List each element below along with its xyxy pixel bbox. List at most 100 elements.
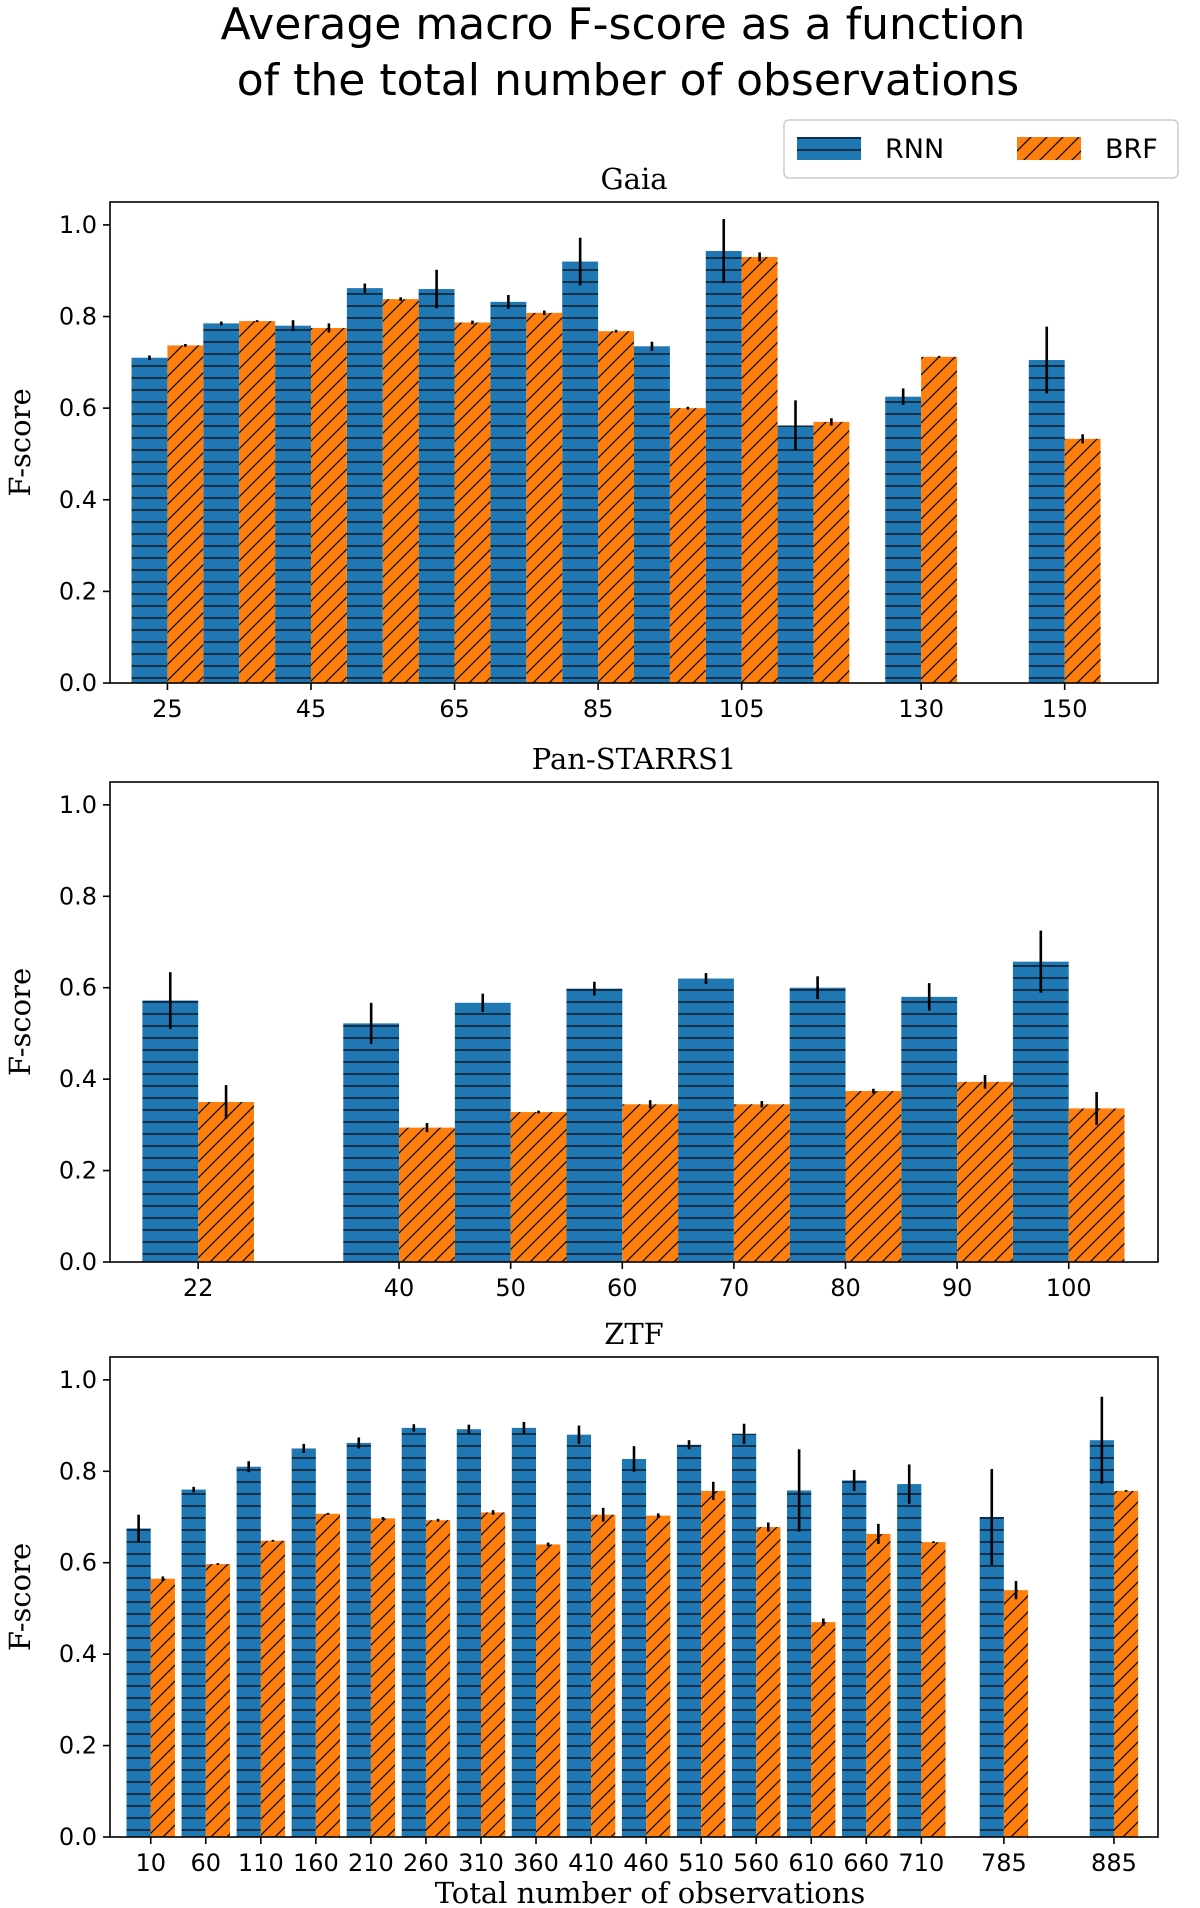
plot-frame [109, 201, 1159, 684]
bar-brf-150 [1064, 438, 1101, 683]
x-tick-label: 560 [733, 1849, 779, 1877]
bar-brf-115 [813, 421, 850, 683]
bar-rnn-25 [131, 357, 168, 683]
y-tick-label: 0.6 [59, 1549, 97, 1577]
x-tick-label: 110 [238, 1849, 284, 1877]
bar-brf-785 [1003, 1590, 1029, 1837]
x-tick-label: 360 [513, 1849, 559, 1877]
bar-brf-510 [701, 1490, 726, 1837]
bar-rnn-160 [291, 1448, 316, 1837]
x-tick-label: 660 [843, 1849, 889, 1877]
panel-gaia: Gaia F-score 0.0 0.2 0.4 0.6 0.8 1.0 25 45 65 85 105… [3, 162, 1159, 723]
bar-rnn-310 [456, 1429, 481, 1837]
legend: RNN BRF [783, 119, 1179, 179]
x-tick-label: 22 [183, 1274, 214, 1302]
bar-brf-65 [454, 322, 491, 683]
y-tick-label: 0.6 [59, 394, 97, 422]
bar-brf-130 [921, 356, 958, 683]
panel-ztf: ZTF F-score 0.0 0.2 0.4 0.6 0.8 1.0 10 60 110 160 21… [3, 1317, 1159, 1877]
x-tick-label: 785 [981, 1849, 1027, 1877]
x-tick-label: 610 [788, 1849, 834, 1877]
x-tick-label: 80 [830, 1274, 861, 1302]
y-tick-label: 0.8 [59, 303, 97, 331]
bar-rnn-885 [1089, 1440, 1114, 1837]
bar-brf-22 [198, 1102, 254, 1262]
bar-rnn-60 [181, 1489, 206, 1837]
y-tick-label: 1.0 [59, 211, 97, 239]
bar-rnn-560 [731, 1433, 757, 1837]
bar-rnn-460 [621, 1458, 647, 1837]
x-tick-label: 885 [1091, 1849, 1137, 1877]
bar-brf-45 [310, 327, 347, 683]
bar-brf-80 [845, 1091, 902, 1262]
bar-rnn-660 [842, 1480, 867, 1837]
bar-brf-85 [598, 331, 634, 683]
x-tick-label: 410 [568, 1849, 614, 1877]
panel-pan-starrs1: Pan-STARRS1 F-score 0.0 0.2 0.4 0.6 0.8 1.0 22 40… [3, 742, 1159, 1302]
y-tick-label: 1.0 [59, 1366, 97, 1394]
bar-rnn-210 [346, 1442, 371, 1837]
legend-swatch-rnn [797, 137, 861, 160]
bar-rnn-65 [418, 289, 455, 683]
legend-swatch-brf [1017, 137, 1081, 160]
bar-brf-60 [205, 1564, 230, 1837]
bar-brf-60 [622, 1104, 679, 1262]
bar-rnn-60 [566, 988, 623, 1262]
bar-rnn-110 [236, 1466, 261, 1837]
bar-rnn-360 [511, 1427, 537, 1837]
y-tick-label: 0.2 [59, 1732, 97, 1760]
x-tick-label: 105 [719, 695, 765, 723]
bar-rnn-80 [789, 987, 846, 1262]
bar-rnn-22 [142, 1000, 199, 1262]
y-tick-label: 0.8 [59, 882, 97, 910]
bar-brf-75 [526, 312, 563, 683]
bar-brf-55 [382, 299, 419, 683]
x-tick-label: 60 [190, 1849, 221, 1877]
bar-brf-40 [399, 1127, 455, 1262]
legend-label-rnn: RNN [885, 134, 944, 165]
bar-brf-885 [1113, 1490, 1139, 1837]
bar-rnn-260 [401, 1427, 426, 1837]
y-tick-label: 0.0 [59, 669, 97, 697]
bar-brf-50 [510, 1112, 567, 1262]
bar-rnn-70 [678, 978, 734, 1262]
plot-frame [109, 781, 1159, 1263]
bar-brf-70 [733, 1104, 790, 1262]
x-tick-label: 100 [1046, 1274, 1092, 1302]
legend-frame [783, 119, 1179, 179]
bar-brf-110 [260, 1540, 286, 1837]
bar-brf-610 [811, 1622, 836, 1837]
bar-brf-10 [150, 1578, 175, 1837]
panel-title: ZTF [604, 1317, 664, 1351]
x-tick-label: 50 [495, 1274, 526, 1302]
x-axis-label: Total number of observations [435, 1876, 866, 1908]
y-tick-label: 0.2 [59, 577, 97, 605]
x-tick-label: 310 [458, 1849, 504, 1877]
bar-rnn-115 [777, 425, 814, 683]
figure-title-line2: of the total number of observations [237, 55, 1019, 106]
bar-brf-105 [741, 256, 778, 683]
x-tick-label: 510 [678, 1849, 724, 1877]
bar-rnn-35 [203, 323, 240, 683]
x-tick-label: 25 [152, 695, 183, 723]
x-tick-label: 460 [623, 1849, 669, 1877]
x-tick-label: 90 [942, 1274, 973, 1302]
bar-rnn-510 [676, 1444, 702, 1837]
bar-rnn-90 [901, 996, 958, 1262]
bar-brf-660 [866, 1533, 891, 1837]
bar-rnn-150 [1028, 360, 1065, 683]
y-tick-label: 0.6 [59, 974, 97, 1002]
bar-brf-210 [370, 1518, 396, 1837]
x-tick-label: 70 [719, 1274, 750, 1302]
panel-title: Gaia [600, 162, 667, 196]
x-tick-label: 150 [1042, 695, 1088, 723]
y-axis-label: F-score [3, 968, 37, 1076]
bar-brf-310 [480, 1512, 506, 1837]
bar-rnn-710 [897, 1484, 922, 1837]
y-tick-label: 1.0 [59, 791, 97, 819]
legend-label-brf: BRF [1105, 134, 1158, 165]
y-tick-label: 0.2 [59, 1157, 97, 1185]
bar-rnn-75 [490, 301, 527, 683]
bar-rnn-10 [126, 1528, 151, 1837]
